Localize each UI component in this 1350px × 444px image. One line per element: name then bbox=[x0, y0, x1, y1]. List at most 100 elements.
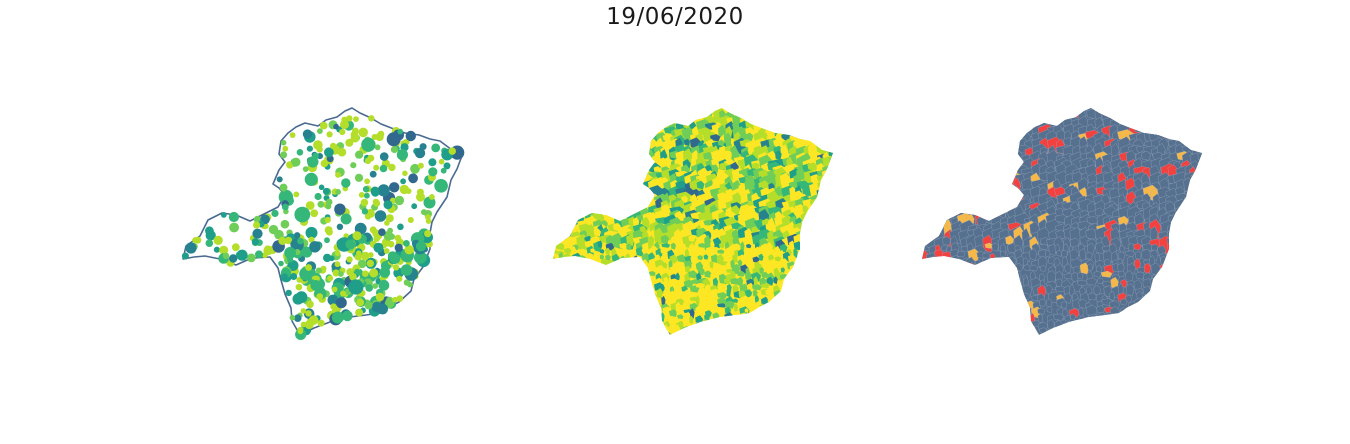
city-marker bbox=[416, 188, 424, 196]
municipality bbox=[1022, 321, 1030, 332]
municipality bbox=[1189, 223, 1202, 234]
municipality bbox=[1141, 118, 1155, 127]
municipality bbox=[933, 175, 942, 185]
city-marker bbox=[219, 245, 229, 255]
municipality bbox=[976, 313, 984, 326]
municipality bbox=[933, 277, 942, 292]
municipality bbox=[1000, 258, 1010, 266]
municipality bbox=[960, 291, 967, 304]
city-marker bbox=[417, 162, 424, 169]
municipality bbox=[926, 297, 933, 311]
municipality bbox=[1037, 307, 1046, 315]
city-marker bbox=[377, 184, 390, 197]
municipality bbox=[925, 265, 937, 279]
municipality bbox=[922, 121, 929, 137]
municipality bbox=[950, 327, 962, 334]
municipality bbox=[1184, 194, 1198, 209]
municipality bbox=[1117, 215, 1129, 226]
municipality bbox=[746, 259, 754, 270]
municipality bbox=[951, 136, 969, 146]
city-marker bbox=[324, 226, 333, 234]
municipality bbox=[1013, 109, 1026, 121]
municipality bbox=[965, 135, 973, 155]
municipality bbox=[1008, 116, 1018, 134]
city-marker bbox=[431, 143, 441, 153]
municipality bbox=[697, 255, 704, 261]
municipality bbox=[1093, 334, 1102, 335]
municipality bbox=[732, 253, 739, 263]
city-marker bbox=[323, 253, 332, 263]
city-marker bbox=[327, 275, 334, 282]
city-marker bbox=[424, 230, 432, 238]
municipality bbox=[1189, 108, 1202, 117]
municipality bbox=[744, 252, 754, 263]
municipality bbox=[924, 121, 933, 137]
municipality bbox=[1094, 252, 1101, 264]
municipality bbox=[1000, 336, 1010, 348]
municipality bbox=[802, 205, 809, 214]
city-marker bbox=[373, 235, 380, 242]
municipality bbox=[793, 247, 798, 259]
municipality bbox=[1040, 336, 1048, 343]
municipality bbox=[934, 184, 951, 201]
municipality bbox=[689, 308, 695, 319]
city-marker bbox=[281, 203, 289, 211]
municipality bbox=[956, 270, 965, 283]
municipality bbox=[942, 194, 960, 214]
city-marker bbox=[263, 245, 274, 256]
municipality bbox=[1079, 332, 1092, 335]
city-marker bbox=[316, 293, 324, 300]
city-marker bbox=[334, 261, 341, 268]
municipality bbox=[677, 240, 682, 252]
municipality bbox=[1126, 321, 1134, 335]
city-marker bbox=[292, 293, 304, 305]
city-marker bbox=[388, 163, 396, 172]
municipality bbox=[1126, 108, 1144, 112]
municipality bbox=[584, 240, 595, 248]
municipality bbox=[1080, 319, 1088, 329]
municipality bbox=[1134, 288, 1144, 295]
municipality bbox=[745, 132, 754, 142]
municipality bbox=[1174, 265, 1186, 275]
municipality bbox=[1198, 119, 1202, 129]
municipality bbox=[1197, 194, 1202, 203]
municipality bbox=[966, 318, 975, 331]
city-marker bbox=[434, 179, 448, 193]
municipality bbox=[660, 234, 670, 244]
municipality bbox=[974, 198, 991, 219]
municipality bbox=[1200, 123, 1202, 143]
municipality bbox=[966, 115, 984, 129]
city-marker bbox=[440, 167, 447, 174]
city-marker bbox=[383, 248, 390, 254]
municipality bbox=[981, 312, 989, 325]
city-marker bbox=[438, 158, 445, 165]
municipality bbox=[1176, 319, 1188, 331]
municipality bbox=[957, 314, 966, 322]
municipality bbox=[1133, 119, 1146, 130]
municipality bbox=[1045, 284, 1053, 295]
municipality bbox=[936, 270, 947, 279]
city-marker bbox=[360, 198, 369, 207]
municipality bbox=[1022, 257, 1029, 267]
municipality bbox=[959, 158, 974, 176]
municipality bbox=[989, 108, 1006, 119]
municipality bbox=[960, 332, 973, 335]
municipality bbox=[1157, 110, 1170, 127]
municipality bbox=[925, 292, 938, 301]
municipality bbox=[991, 257, 999, 268]
municipality bbox=[922, 144, 933, 153]
municipality bbox=[922, 270, 932, 285]
municipality bbox=[997, 108, 1014, 119]
municipality bbox=[1168, 256, 1179, 264]
municipality bbox=[927, 277, 935, 290]
municipality bbox=[966, 332, 979, 335]
city-marker bbox=[222, 252, 230, 259]
city-marker bbox=[349, 273, 357, 281]
municipality bbox=[745, 289, 753, 298]
municipality bbox=[1039, 243, 1049, 250]
municipality bbox=[998, 292, 1010, 307]
municipality bbox=[1080, 326, 1086, 335]
municipality bbox=[1158, 300, 1167, 310]
municipality bbox=[942, 163, 955, 181]
municipality bbox=[1180, 319, 1189, 333]
